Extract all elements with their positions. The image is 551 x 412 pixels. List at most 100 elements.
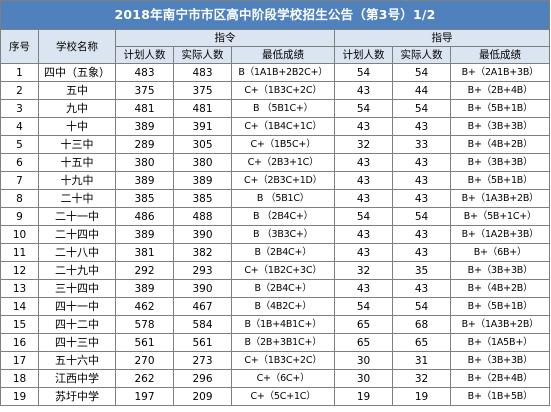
header-guidance: 指导 bbox=[333, 29, 551, 47]
directive-actual-cell: 391 bbox=[173, 117, 232, 136]
school-name-cell: 二十四中 bbox=[38, 225, 116, 244]
guidance-min-score-cell: B+（3B+3B） bbox=[449, 261, 551, 280]
guidance-actual-cell: 43 bbox=[392, 279, 451, 298]
directive-actual-cell: 467 bbox=[173, 297, 232, 316]
guidance-plan-cell: 54 bbox=[334, 207, 393, 226]
directive-min-score-cell: B （5B1C+） bbox=[231, 99, 335, 118]
guidance-min-score-cell: B+（5B+1B） bbox=[449, 297, 551, 316]
directive-min-score-cell: B（2B+3B1C+） bbox=[231, 333, 335, 352]
row-number-cell: 13 bbox=[0, 279, 39, 298]
directive-min-score-cell: B（4B2C+） bbox=[231, 297, 335, 316]
directive-actual-cell: 209 bbox=[173, 387, 232, 406]
directive-min-score-cell: B （3B3C+） bbox=[231, 225, 335, 244]
table-row: 13 三十四中 389 390 B（2B4C+） 43 43 B+（4B+2B） bbox=[0, 279, 551, 298]
guidance-plan-cell: 43 bbox=[334, 279, 393, 298]
guidance-min-score-cell: B+（1B+5B） bbox=[449, 387, 551, 406]
guidance-min-score-cell: B+（3B+3B） bbox=[449, 351, 551, 370]
directive-min-score-cell: B（2B4C+） bbox=[231, 279, 335, 298]
directive-plan-cell: 385 bbox=[115, 189, 174, 208]
school-name-cell: 江西中学 bbox=[38, 369, 116, 388]
guidance-plan-cell: 32 bbox=[334, 135, 393, 154]
directive-plan-cell: 380 bbox=[115, 153, 174, 172]
page-title: 2018年南宁市市区高中阶段学校招生公告（第3号）1/2 bbox=[0, 0, 551, 30]
table-row: 12 二十九中 292 293 C+（1B2C+3C） 32 35 B+（3B+3B） bbox=[0, 261, 551, 280]
header-seq: 序号 bbox=[0, 29, 39, 64]
school-name-cell: 四十一中 bbox=[38, 297, 116, 316]
school-name-cell: 十三中 bbox=[38, 135, 116, 154]
directive-actual-cell: 385 bbox=[173, 189, 232, 208]
guidance-actual-cell: 68 bbox=[392, 315, 451, 334]
guidance-plan-cell: 30 bbox=[334, 369, 393, 388]
table-row: 4 十中 389 391 C+（1B4C+1C） 43 43 B+（3B+3B） bbox=[0, 117, 551, 136]
row-number-cell: 9 bbox=[0, 207, 39, 226]
directive-plan-cell: 289 bbox=[115, 135, 174, 154]
guidance-plan-cell: 43 bbox=[334, 243, 393, 262]
row-number-cell: 16 bbox=[0, 333, 39, 352]
guidance-plan-cell: 43 bbox=[334, 117, 393, 136]
title-row: 2018年南宁市市区高中阶段学校招生公告（第3号）1/2 bbox=[0, 0, 551, 30]
guidance-actual-cell: 44 bbox=[392, 81, 451, 100]
school-name-cell: 九中 bbox=[38, 99, 116, 118]
directive-min-score-cell: B （2B4C+） bbox=[231, 207, 335, 226]
guidance-actual-cell: 43 bbox=[392, 153, 451, 172]
guidance-plan-cell: 65 bbox=[334, 315, 393, 334]
guidance-min-score-cell: B+（2B+4B） bbox=[449, 81, 551, 100]
school-name-cell: 二十八中 bbox=[38, 243, 116, 262]
guidance-plan-cell: 32 bbox=[334, 261, 393, 280]
school-name-cell: 苏圩中学 bbox=[38, 387, 116, 406]
row-number-cell: 7 bbox=[0, 171, 39, 190]
directive-actual-cell: 488 bbox=[173, 207, 232, 226]
directive-min-score-cell: C+（5C+1C） bbox=[231, 387, 335, 406]
table-row: 16 四十三中 561 561 B（2B+3B1C+） 65 65 B+（1A5B+） bbox=[0, 333, 551, 352]
guidance-plan-cell: 19 bbox=[334, 387, 393, 406]
directive-plan-cell: 262 bbox=[115, 369, 174, 388]
row-number-cell: 3 bbox=[0, 99, 39, 118]
row-number-cell: 19 bbox=[0, 387, 39, 406]
directive-actual-cell: 584 bbox=[173, 315, 232, 334]
guidance-min-score-cell: B+（6B+） bbox=[449, 243, 551, 262]
header-directive-plan: 计划人数 bbox=[115, 46, 174, 64]
header-directive-actual: 实际人数 bbox=[173, 46, 232, 64]
guidance-plan-cell: 43 bbox=[334, 189, 393, 208]
guidance-min-score-cell: B+（2B+4B） bbox=[449, 369, 551, 388]
directive-plan-cell: 381 bbox=[115, 243, 174, 262]
school-name-cell: 四十二中 bbox=[38, 315, 116, 334]
directive-actual-cell: 389 bbox=[173, 171, 232, 190]
directive-min-score-cell: C+（1B5C+） bbox=[231, 135, 335, 154]
guidance-min-score-cell: B+（3B+3B） bbox=[449, 153, 551, 172]
guidance-min-score-cell: B+（1A2B+3B） bbox=[449, 225, 551, 244]
guidance-actual-cell: 33 bbox=[392, 135, 451, 154]
header-guidance-min: 最低成绩 bbox=[449, 46, 551, 64]
guidance-actual-cell: 43 bbox=[392, 243, 451, 262]
table-row: 19 苏圩中学 197 209 C+（5C+1C） 19 19 B+（1B+5B） bbox=[0, 387, 551, 406]
row-number-cell: 8 bbox=[0, 189, 39, 208]
table-row: 15 四十二中 578 584 B（1B+4B1C+） 65 68 B+（1A3B+2B） bbox=[0, 315, 551, 334]
guidance-actual-cell: 32 bbox=[392, 369, 451, 388]
row-number-cell: 17 bbox=[0, 351, 39, 370]
row-number-cell: 12 bbox=[0, 261, 39, 280]
table-row: 17 五十六中 270 273 C+（1B3C+2C） 30 31 B+（3B+3B） bbox=[0, 351, 551, 370]
guidance-actual-cell: 43 bbox=[392, 189, 451, 208]
guidance-plan-cell: 54 bbox=[334, 63, 393, 82]
guidance-actual-cell: 19 bbox=[392, 387, 451, 406]
table-row: 2 五中 375 375 C+（1B3C+2C） 43 44 B+（2B+4B） bbox=[0, 81, 551, 100]
school-name-cell: 二十九中 bbox=[38, 261, 116, 280]
guidance-plan-cell: 54 bbox=[334, 99, 393, 118]
directive-min-score-cell: C+（1B4C+1C） bbox=[231, 117, 335, 136]
header-directive: 指令 bbox=[115, 29, 335, 47]
school-name-cell: 四十三中 bbox=[38, 333, 116, 352]
directive-plan-cell: 578 bbox=[115, 315, 174, 334]
header-directive-min: 最低成绩 bbox=[231, 46, 335, 64]
guidance-plan-cell: 65 bbox=[334, 333, 393, 352]
guidance-plan-cell: 43 bbox=[334, 81, 393, 100]
guidance-min-score-cell: B+（4B+2B） bbox=[449, 279, 551, 298]
directive-plan-cell: 197 bbox=[115, 387, 174, 406]
table-row: 1 四中（五象） 483 483 B（1A1B+2B2C+） 54 54 B+（2A1B+3B… bbox=[0, 63, 551, 82]
table-row: 14 四十一中 462 467 B（4B2C+） 54 54 B+（5B+1B） bbox=[0, 297, 551, 316]
directive-plan-cell: 481 bbox=[115, 99, 174, 118]
guidance-actual-cell: 54 bbox=[392, 63, 451, 82]
directive-actual-cell: 561 bbox=[173, 333, 232, 352]
table-row: 5 十三中 289 305 C+（1B5C+） 32 33 B+（4B+2B） bbox=[0, 135, 551, 154]
guidance-min-score-cell: B+（5B+1B） bbox=[449, 99, 551, 118]
